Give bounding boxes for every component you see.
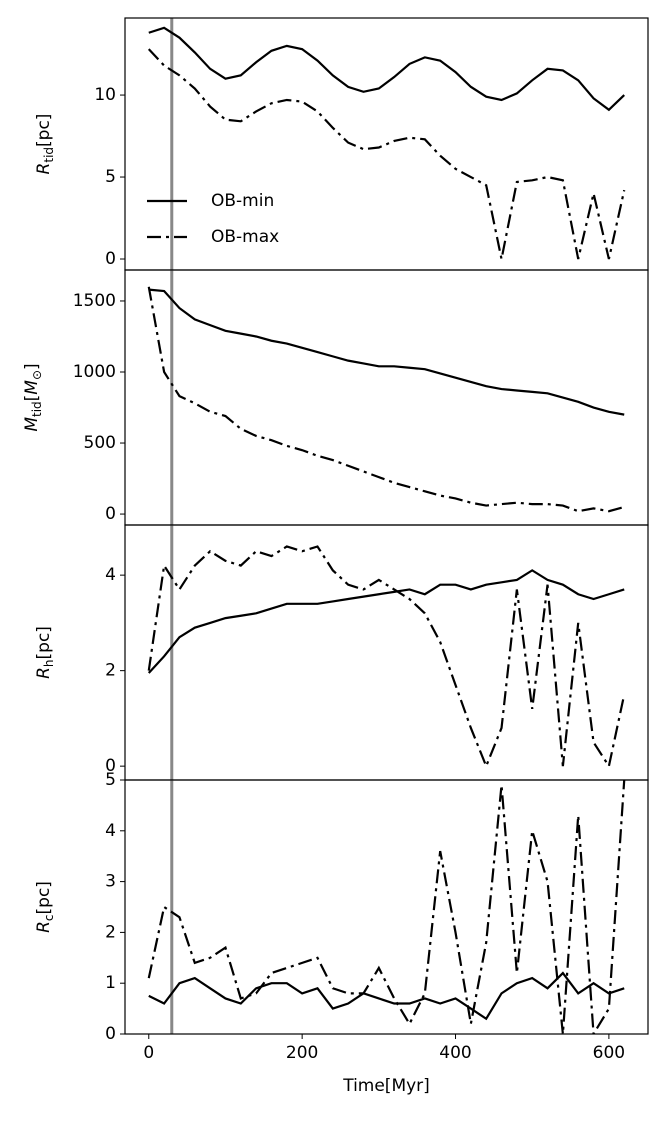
y-axis-label-part: R (34, 163, 54, 175)
x-tick-label: 0 (143, 1043, 154, 1063)
series-line (147, 569, 625, 674)
x-tick-label: 400 (439, 1043, 471, 1063)
y-tick-label: 0 (105, 249, 116, 269)
y-tick-label: 1000 (73, 362, 116, 382)
series-line (147, 48, 626, 260)
y-tick-label: 4 (105, 821, 116, 841)
series-line (148, 971, 625, 1021)
y-tick-label: 0 (105, 504, 116, 524)
x-tick-label: 200 (286, 1043, 318, 1063)
plot-area (147, 525, 626, 780)
y-axis-label-part: ⊙ (30, 370, 44, 380)
y-axis-label-part: [pc] (34, 114, 54, 147)
y-tick-label: 10 (94, 85, 116, 105)
y-axis-label-part: M (22, 417, 42, 432)
x-axis-label: Time[Myr] (342, 1076, 430, 1096)
y-axis-label-part: ] (22, 363, 42, 370)
axes-frame (124, 524, 649, 781)
y-axis-label: Rh[pc] (34, 626, 56, 679)
y-tick-label: 500 (84, 433, 116, 453)
y-axis-label-part: [pc] (34, 626, 54, 659)
y-axis-label: Mtid[M⊙] (22, 363, 44, 431)
y-axis-label-part: [pc] (34, 881, 54, 914)
y-tick-label: 0 (105, 756, 116, 776)
y-axis-label-part: R (34, 921, 54, 933)
series-line (147, 545, 626, 770)
y-tick-label: 5 (105, 167, 116, 187)
series-line (148, 26, 625, 112)
axes-frame (124, 269, 649, 526)
y-tick-label: 2 (105, 661, 116, 681)
legend-label: OB-min (211, 191, 274, 211)
y-tick-label: 1 (105, 973, 116, 993)
x-tick-label: 600 (593, 1043, 625, 1063)
plot-area (147, 270, 625, 525)
y-axis-label: Rtid[pc] (34, 114, 56, 175)
y-tick-label: 4 (105, 565, 116, 585)
y-axis-label-part: c (42, 914, 56, 921)
plot-area (147, 18, 626, 270)
axes-frame (124, 779, 649, 1035)
y-tick-label: 1500 (73, 291, 116, 311)
y-tick-label: 0 (105, 1024, 116, 1044)
y-axis-label-part: [ (22, 395, 42, 402)
y-tick-label: 5 (105, 770, 116, 790)
y-tick-label: 2 (105, 922, 116, 942)
y-axis-label-part: tid (42, 147, 56, 163)
y-axis-label-part: h (42, 659, 56, 667)
series-line (147, 780, 626, 1034)
series-line (148, 288, 625, 416)
legend-label: OB-max (211, 227, 279, 247)
y-axis-label-part: R (34, 667, 54, 679)
series-line (147, 286, 625, 513)
y-axis-label-part: M (22, 380, 42, 395)
y-axis-label-part: tid (30, 401, 44, 417)
plot-area (147, 780, 626, 1034)
y-axis-label: Rc[pc] (34, 881, 56, 933)
y-tick-label: 3 (105, 872, 116, 892)
